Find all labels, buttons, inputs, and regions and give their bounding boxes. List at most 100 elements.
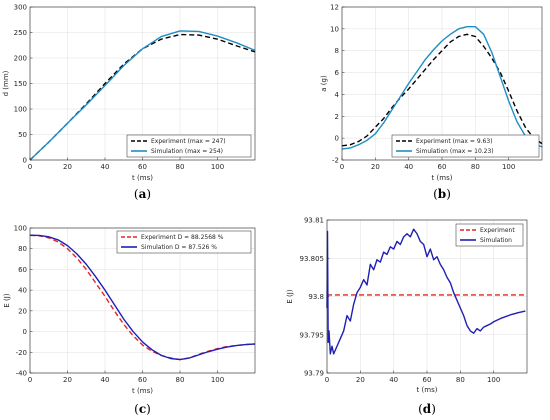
panel-d-legend-label-simulation: Simulation — [480, 237, 512, 244]
panel-b-series-simulation-line — [341, 25, 543, 150]
panel-d-ticks: 0 20 40 60 80 100 93.79 93.795 93.8 93.805 93.81 — [300, 217, 501, 385]
panel-b-y-tick-label: 2 — [335, 113, 339, 121]
panel-c-series-simulation-line — [29, 234, 256, 361]
panel-a-x-tick-label: 60 — [138, 163, 147, 171]
panel-a-letter: a — [139, 187, 147, 201]
panel-d-y-tick-label: 93.8 — [308, 293, 324, 301]
panel-b-series-experiment-line — [341, 33, 543, 147]
panel-c-x-axis-label: t (ms) — [132, 387, 153, 395]
panel-b-legend-label-simulation: Simulation (max = 10.23) — [416, 148, 494, 155]
panel-c-label: (c) — [134, 402, 151, 416]
panel-a-y-tick-label: 300 — [14, 4, 27, 12]
panel-a-y-tick-label: 200 — [14, 55, 27, 63]
panel-a-y-tick-label: 100 — [14, 106, 27, 114]
panel-d-x-tick-label: 0 — [325, 376, 329, 384]
panel-d-letter: d — [423, 402, 432, 416]
panel-d-x-axis-label: t (ms) — [417, 386, 438, 394]
panel-c: 0 20 40 60 80 100 -40 -20 0 20 40 60 80 100 t (ms) E … — [3, 225, 256, 416]
panel-b-y-tick-label: -2 — [332, 157, 339, 165]
panel-a-legend-box — [126, 134, 252, 158]
panel-c-legend-label-simulation: Simulation D = 87.526 % — [141, 244, 217, 251]
panel-a-legend-label-simulation: Simulation (max = 254) — [151, 148, 223, 155]
panel-b-y-tick-label: 4 — [335, 91, 340, 99]
panel-c-series — [29, 234, 256, 361]
panel-c-letter: c — [139, 402, 146, 416]
panel-b-x-tick-label: 40 — [404, 163, 413, 171]
panel-c-y-tick-label: 40 — [18, 287, 27, 295]
panel-d-legend-label-experiment: Experiment — [480, 227, 515, 234]
panel-d-x-tick-label: 40 — [389, 376, 398, 384]
panel-d-legend: Experiment Simulation — [455, 223, 524, 247]
panel-b-x-axis-label: t (ms) — [432, 174, 453, 182]
panel-d-x-tick-label: 60 — [423, 376, 432, 384]
panel-a-y-tick-label: 50 — [18, 131, 27, 139]
panel-b-label: (b) — [433, 187, 451, 201]
panel-c-x-tick-label: 80 — [176, 376, 185, 384]
panel-b-y-tick-label: 12 — [330, 4, 339, 12]
panel-c-y-tick-label: -40 — [16, 370, 27, 378]
panel-b-y-tick-label: 8 — [335, 47, 339, 55]
panel-c-legend-label-experiment: Experiment D = 88.2568 % — [141, 234, 224, 241]
panel-a-y-tick-label: 0 — [23, 157, 27, 165]
panel-c-y-tick-label: 80 — [18, 245, 27, 253]
panel-a-x-tick-label: 100 — [211, 163, 224, 171]
panel-c-x-tick-label: 60 — [138, 376, 147, 384]
panel-b-y-tick-label: 6 — [335, 69, 340, 77]
panel-a-x-tick-label: 20 — [63, 163, 72, 171]
panel-d-series-simulation-line — [326, 228, 526, 355]
panel-d-x-tick-label: 100 — [487, 376, 500, 384]
panel-b-x-tick-label: 0 — [340, 163, 344, 171]
panel-a-x-axis-label: t (ms) — [132, 174, 153, 182]
panel-c-legend: Experiment D = 88.2568 % Simulation D = … — [116, 230, 252, 254]
panel-a-legend: Experiment (max = 247) Simulation (max =… — [126, 134, 252, 158]
panel-c-y-tick-label: 0 — [23, 328, 27, 336]
panel-c-y-tick-label: -20 — [16, 349, 27, 357]
panel-a-x-tick-label: 80 — [176, 163, 185, 171]
panel-b-x-tick-label: 80 — [471, 163, 480, 171]
panel-a-x-tick-label: 40 — [101, 163, 110, 171]
panel-d-x-tick-label: 20 — [356, 376, 365, 384]
panel-a-y-axis-label: d (mm) — [2, 70, 10, 96]
panel-c-x-tick-label: 0 — [28, 376, 32, 384]
panel-b-x-tick-label: 20 — [371, 163, 380, 171]
panel-a-series-simulation-line — [29, 30, 256, 161]
panel-a-y-tick-label: 150 — [14, 80, 27, 88]
panel-c-ticks: 0 20 40 60 80 100 -40 -20 0 20 40 60 80 100 — [14, 225, 225, 385]
panel-b-y-axis-label: a (g) — [320, 75, 328, 92]
panel-b-legend-label-experiment: Experiment (max = 9.63) — [416, 138, 493, 145]
panel-a-label: (a) — [134, 187, 151, 201]
panel-c-y-tick-label: 60 — [18, 266, 27, 274]
panel-a-legend-label-experiment: Experiment (max = 247) — [151, 138, 226, 145]
panel-c-y-tick-label: 100 — [14, 225, 27, 233]
panel-d-y-tick-label: 93.795 — [300, 331, 325, 339]
panel-b-legend-box — [391, 134, 540, 158]
panel-c-legend-box — [116, 230, 252, 254]
panel-b-x-tick-label: 100 — [502, 163, 515, 171]
panel-a-y-tick-label: 250 — [14, 29, 27, 37]
panel-d-y-tick-label: 93.79 — [304, 370, 324, 378]
panel-a-ticks: 0 20 40 60 80 100 0 50 100 150 200 250 300 — [14, 4, 225, 172]
panel-c-x-tick-label: 20 — [63, 376, 72, 384]
panel-d-y-tick-label: 93.805 — [300, 255, 325, 263]
panel-d-y-axis-label: E (J) — [286, 289, 294, 303]
panel-b-x-tick-label: 60 — [438, 163, 447, 171]
panel-c-x-tick-label: 40 — [101, 376, 110, 384]
panel-d: 0 20 40 60 80 100 93.79 93.795 93.8 93.805 93.81 t… — [286, 217, 528, 416]
panel-d-x-tick-label: 80 — [456, 376, 465, 384]
panel-b-legend: Experiment (max = 9.63) Simulation (max … — [391, 134, 540, 158]
panel-d-label: (d) — [418, 402, 436, 416]
panel-d-y-tick-label: 93.81 — [304, 217, 324, 225]
panel-c-y-tick-label: 20 — [18, 307, 27, 315]
panel-b-letter: b — [438, 187, 446, 201]
panel-c-x-tick-label: 100 — [211, 376, 224, 384]
panel-d-series — [326, 228, 527, 355]
panel-a-series — [29, 30, 256, 161]
panel-c-y-axis-label: E (J) — [3, 293, 11, 307]
panel-b-series — [341, 25, 543, 150]
panel-b-y-tick-label: 10 — [330, 25, 339, 33]
panel-b-y-tick-label: 0 — [335, 135, 339, 143]
panel-a: 0 20 40 60 80 100 0 50 100 150 200 250 300 t (ms) d … — [2, 4, 256, 201]
